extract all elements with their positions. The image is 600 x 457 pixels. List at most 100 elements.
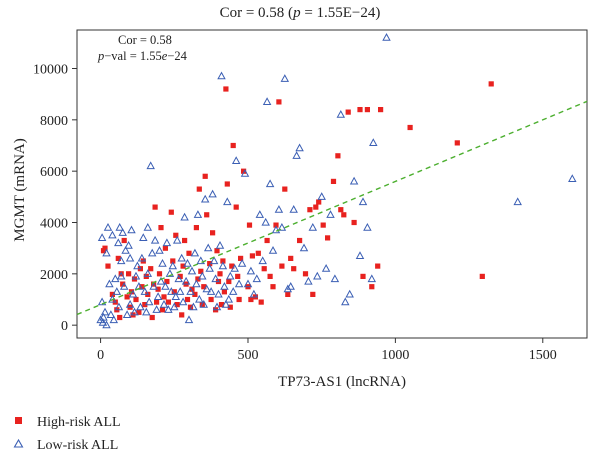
low-risk-point <box>308 222 318 231</box>
high-risk-point <box>217 271 223 277</box>
low-risk-point <box>317 192 326 200</box>
low-risk-point <box>190 248 200 257</box>
high-risk-point <box>193 225 199 231</box>
ticks-layer: 0 500 1000 1500 0 2000 4000 6000 8000 10000 <box>33 63 557 364</box>
low-risk-point <box>292 151 301 159</box>
legend-high-risk-label: High-risk ALL <box>37 415 121 430</box>
high-risk-point <box>223 86 229 92</box>
high-risk-point <box>195 276 201 282</box>
high-risk-point <box>187 304 194 310</box>
low-risk-point <box>234 279 244 288</box>
low-risk-point <box>299 243 309 252</box>
low-risk-point <box>149 282 158 290</box>
low-risk-point <box>99 312 108 321</box>
low-risk-point <box>341 297 350 306</box>
y-tick-label: 2000 <box>40 268 68 283</box>
low-risk-point <box>168 261 178 270</box>
low-risk-point <box>202 284 211 293</box>
high-risk-point <box>479 273 485 279</box>
high-risk-point <box>285 291 291 297</box>
low-risk-point <box>326 210 335 218</box>
high-risk-point <box>320 222 326 228</box>
low-risk-point <box>144 297 154 306</box>
high-risk-point <box>204 212 210 218</box>
low-risk-point <box>139 233 148 241</box>
high-risk-point <box>454 140 460 146</box>
low-risk-point <box>230 264 239 272</box>
low-risk-point <box>118 228 127 236</box>
high-risk-point <box>102 245 108 251</box>
low-risk-point <box>208 189 217 198</box>
high-risk-point <box>165 299 171 305</box>
high-risk-point <box>148 266 154 272</box>
low-risk-point <box>116 271 126 280</box>
low-risk-point <box>175 287 185 295</box>
high-risk-point <box>184 296 191 303</box>
high-risk-point <box>164 278 170 285</box>
low-risk-point <box>223 197 232 206</box>
high-risk-point <box>182 237 188 244</box>
low-risk-point <box>200 194 210 203</box>
low-risk-point <box>226 271 235 280</box>
trendline <box>76 100 588 316</box>
low-risk-point <box>221 299 231 308</box>
high-risk-point <box>310 291 316 297</box>
high-risk-point <box>186 250 192 256</box>
low-risk-point <box>283 284 293 293</box>
high-risk-point <box>221 289 227 295</box>
high-risk-point <box>341 212 347 218</box>
high-risk-point <box>282 186 288 192</box>
low-risk-point <box>255 210 265 218</box>
low-risk-point <box>133 261 142 270</box>
high-risk-point <box>133 296 139 303</box>
high-risk-point <box>124 294 130 300</box>
low-risk-point <box>100 307 110 316</box>
low-risk-point <box>146 161 155 170</box>
low-risk-point <box>114 302 124 311</box>
low-risk-point <box>189 302 198 311</box>
low-risk-point <box>108 230 117 239</box>
high-risk-point <box>369 284 375 290</box>
high-risk-point <box>161 294 167 300</box>
low-risk-point <box>249 289 259 298</box>
low-risk-point <box>102 320 111 329</box>
low-risk-point <box>125 299 135 308</box>
low-risk-point <box>155 246 164 254</box>
high-risk-point <box>207 261 213 267</box>
low-risk-point <box>195 294 204 303</box>
low-risk-point <box>156 276 166 285</box>
low-risk-point <box>128 289 138 298</box>
low-risk-point <box>127 225 136 234</box>
low-risk-point <box>170 302 179 311</box>
high-risk-point <box>142 302 148 308</box>
low-risk-point <box>130 307 139 316</box>
high-risk-point <box>288 255 294 261</box>
high-risk-point <box>378 107 384 113</box>
high-risk-point <box>357 107 363 113</box>
low-risk-point <box>193 210 203 218</box>
low-risk-point <box>137 253 147 262</box>
high-risk-point <box>241 168 247 174</box>
low-risk-point <box>206 287 216 295</box>
low-risk-point <box>214 289 223 298</box>
high-risk-point <box>208 296 214 303</box>
high-risk-point <box>196 186 202 192</box>
x-tick-label: 1000 <box>381 348 409 363</box>
high-risk-point <box>120 281 126 287</box>
high-risk-point <box>224 181 230 187</box>
low-risk-point <box>131 271 141 280</box>
high-risk-point <box>126 271 132 277</box>
high-risk-point <box>267 273 273 279</box>
high-risk-point <box>313 204 319 210</box>
high-risk-point <box>210 230 216 236</box>
low-risk-point <box>116 256 126 265</box>
high-risk-point <box>273 222 279 228</box>
low-risk-point <box>192 279 201 288</box>
low-risk-point <box>280 74 290 82</box>
low-risk-point <box>184 315 194 324</box>
legend-low-risk-label: Low-risk ALL <box>37 438 118 453</box>
high-risk-point <box>180 263 186 269</box>
high-risk-point <box>174 302 180 308</box>
high-risk-point <box>152 204 158 210</box>
high-risk-point <box>335 153 341 159</box>
